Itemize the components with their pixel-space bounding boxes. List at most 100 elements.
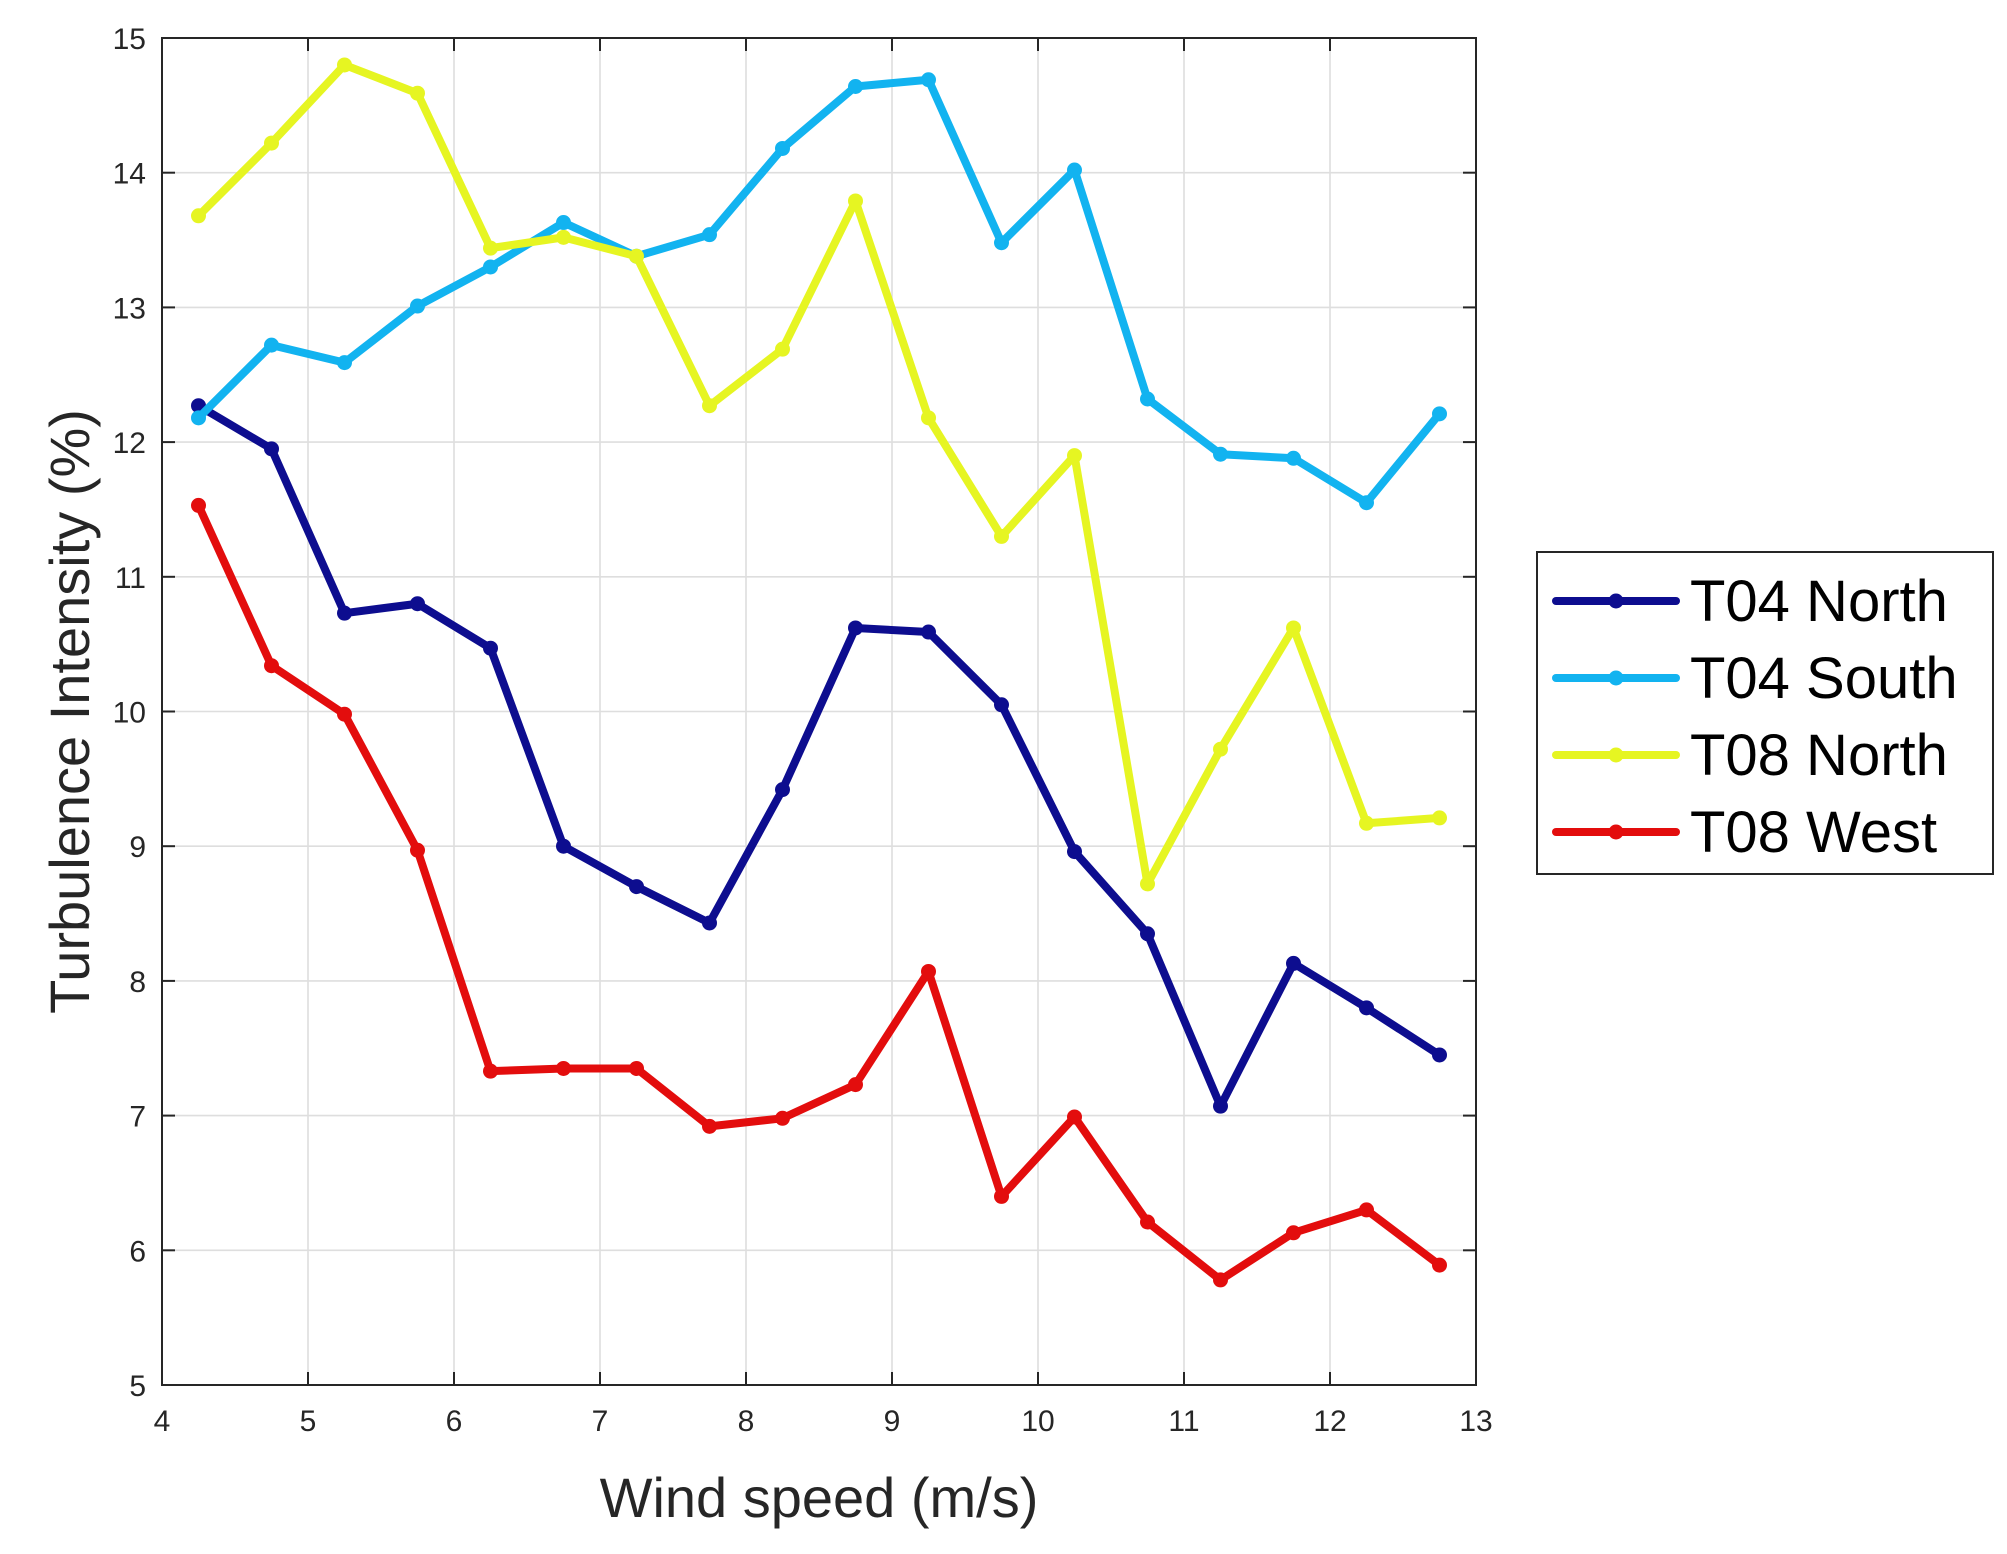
x-tick-label: 11: [1168, 1405, 1199, 1438]
data-point: [556, 229, 571, 245]
data-point: [1359, 815, 1374, 831]
y-tick-label: 9: [129, 831, 146, 864]
data-point: [1213, 446, 1228, 462]
y-tick-label: 14: [113, 158, 146, 191]
x-tick-label: 13: [1459, 1405, 1492, 1438]
data-point: [848, 193, 863, 209]
data-point: [994, 1188, 1009, 1204]
data-point: [1213, 1272, 1228, 1288]
data-point: [337, 57, 352, 73]
data-point: [848, 1077, 863, 1093]
series-t08-north: [191, 57, 1447, 892]
y-tick-label: 8: [129, 966, 146, 999]
series-line: [194, 75, 1444, 507]
data-point: [410, 842, 425, 858]
data-point: [848, 78, 863, 94]
data-point: [337, 355, 352, 371]
data-point: [629, 879, 644, 895]
data-point: [1286, 620, 1301, 636]
legend-marker: [1608, 670, 1624, 686]
x-tick-label: 5: [300, 1405, 317, 1438]
data-point: [556, 1060, 571, 1076]
grid-lines: [162, 38, 1476, 1385]
data-point: [1359, 1000, 1374, 1016]
series-t04-north: [191, 398, 1447, 1114]
data-point: [1359, 495, 1374, 511]
y-tick-label: 15: [113, 23, 146, 56]
y-tick-label: 5: [129, 1370, 146, 1403]
data-point: [483, 640, 498, 656]
data-point: [921, 624, 936, 640]
series-lines: [191, 57, 1447, 1288]
data-point: [921, 410, 936, 426]
data-point: [337, 605, 352, 621]
legend-label: T08 North: [1690, 723, 1948, 788]
data-point: [410, 85, 425, 101]
data-point: [994, 235, 1009, 251]
data-point: [1286, 1225, 1301, 1241]
data-point: [775, 1110, 790, 1126]
x-tick-label: 4: [154, 1405, 171, 1438]
data-point: [556, 838, 571, 854]
y-tick-label: 11: [115, 562, 146, 595]
data-point: [264, 135, 279, 151]
data-point: [1140, 876, 1155, 892]
data-point: [1432, 810, 1447, 826]
series-line: [194, 60, 1444, 888]
data-point: [1140, 391, 1155, 407]
data-point: [921, 72, 936, 88]
data-point: [1067, 1109, 1082, 1125]
legend-label: T08 West: [1690, 800, 1937, 865]
data-point: [483, 259, 498, 275]
data-point: [410, 596, 425, 612]
legend-item: T08 North: [1552, 723, 1948, 788]
data-point: [629, 1060, 644, 1076]
y-axis-label: Turbulence Intensity (%): [38, 409, 101, 1014]
data-point: [1140, 1214, 1155, 1230]
data-point: [483, 240, 498, 256]
y-tick-label: 7: [129, 1101, 146, 1134]
data-point: [264, 441, 279, 457]
data-point: [702, 227, 717, 243]
x-tick-label: 10: [1021, 1405, 1054, 1438]
y-tick-label: 12: [113, 427, 146, 460]
data-point: [1432, 1047, 1447, 1063]
data-point: [410, 298, 425, 314]
y-tick-label: 10: [113, 697, 146, 730]
data-point: [994, 697, 1009, 713]
data-point: [775, 341, 790, 357]
legend-item: T08 West: [1552, 800, 1937, 865]
data-point: [337, 706, 352, 722]
data-point: [483, 1063, 498, 1079]
x-tick-label: 9: [884, 1405, 901, 1438]
legend-marker: [1608, 593, 1624, 609]
data-point: [264, 658, 279, 674]
x-axis-label: Wind speed (m/s): [600, 1466, 1039, 1529]
data-point: [775, 140, 790, 156]
data-point: [702, 915, 717, 931]
legend-item: T04 North: [1552, 569, 1948, 634]
data-point: [1140, 926, 1155, 942]
data-point: [1286, 955, 1301, 971]
data-point: [556, 215, 571, 231]
data-point: [1432, 1257, 1447, 1273]
series-line: [194, 501, 1444, 1284]
data-point: [191, 410, 206, 426]
data-point: [775, 782, 790, 798]
data-point: [264, 337, 279, 353]
x-tick-label: 7: [592, 1405, 609, 1438]
series-line: [194, 401, 1444, 1111]
x-tick-label: 8: [738, 1405, 755, 1438]
y-tick-label: 13: [113, 292, 146, 325]
data-point: [1067, 162, 1082, 178]
data-point: [994, 528, 1009, 544]
data-point: [702, 398, 717, 414]
data-point: [191, 208, 206, 224]
legend-item: T04 South: [1552, 646, 1958, 711]
data-point: [848, 620, 863, 636]
legend-marker: [1608, 747, 1624, 763]
axes: [161, 37, 1477, 1386]
series-t04-south: [191, 72, 1447, 511]
